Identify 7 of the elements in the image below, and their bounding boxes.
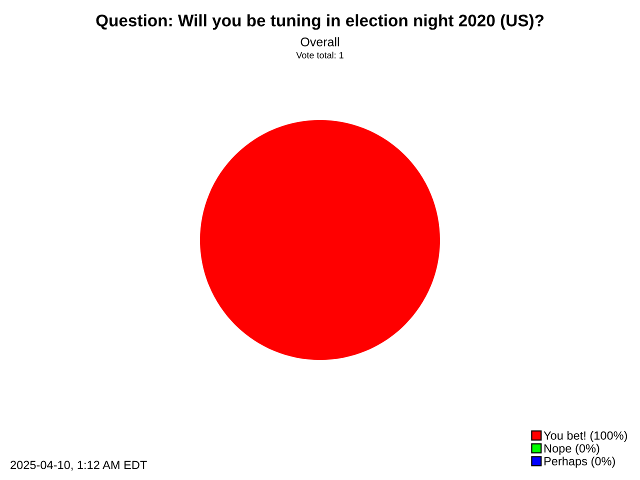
legend-label: Perhaps (0%) xyxy=(544,456,615,468)
text: Vote total: 1 xyxy=(296,52,344,58)
legend-label: You bet! (100%) xyxy=(544,431,628,442)
chart-subtitle: Overall xyxy=(300,37,339,46)
text: 2025-04-10, 1:12 AM EDT xyxy=(10,460,147,471)
chart-title: Question: Will you be tuning in election night 2020 (US)? xyxy=(96,14,544,30)
legend-label: Nope (0%) xyxy=(544,444,600,455)
